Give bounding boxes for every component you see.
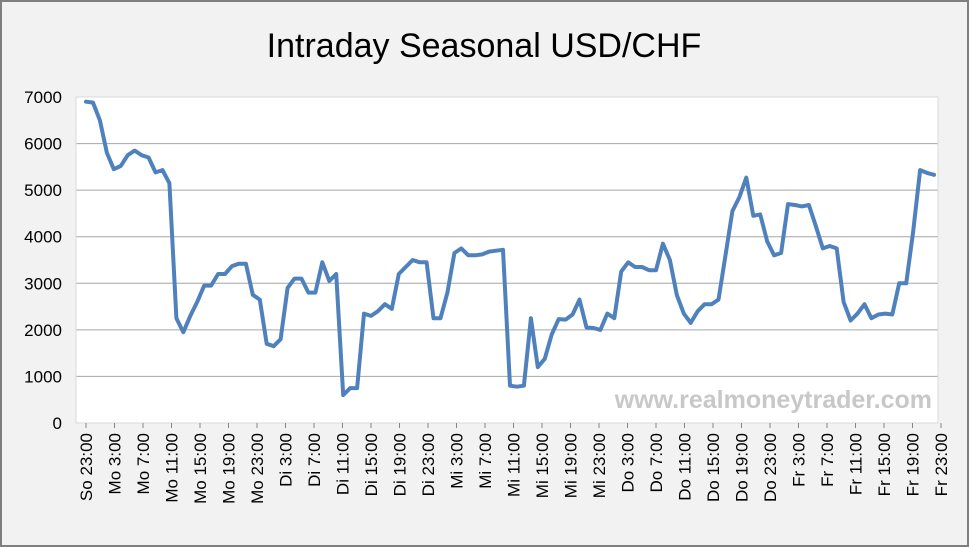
x-tick-label: Mo 23:00: [248, 433, 267, 504]
y-tick-label: 6000: [24, 135, 62, 154]
x-tick-label: Di 23:00: [419, 433, 438, 496]
x-tick-label: Mo 15:00: [191, 433, 210, 504]
chart-title: Intraday Seasonal USD/CHF: [267, 27, 702, 65]
x-tick-label: Do 23:00: [761, 433, 780, 502]
x-tick-label: Mi 11:00: [505, 433, 524, 497]
x-tick-label: Mi 15:00: [533, 433, 552, 498]
x-tick-label: Di 11:00: [334, 433, 353, 495]
x-tick-label: Di 3:00: [277, 433, 296, 487]
x-tick-label: Mo 7:00: [134, 433, 153, 494]
x-tick-label: Di 19:00: [391, 433, 410, 496]
x-tick-label: Fr 19:00: [904, 433, 923, 496]
plot-border: [75, 96, 939, 424]
x-tick-label: Mo 11:00: [163, 433, 182, 503]
series-line: [84, 99, 936, 398]
x-tick-label: Di 15:00: [362, 433, 381, 496]
x-tick-label: Mi 19:00: [562, 433, 581, 498]
x-axis-ticks: So 23:00 Mo 3:00 Mo 7:00 Mo 11:00 Mo 15:00 Mo…: [77, 423, 951, 504]
gridlines: [75, 96, 939, 424]
x-tick-label: Fr 11:00: [847, 433, 866, 495]
x-tick-label: Do 3:00: [619, 433, 638, 493]
x-tick-label: Do 7:00: [647, 433, 666, 493]
x-tick-label: Mi 23:00: [590, 433, 609, 498]
y-tick-label: 2000: [24, 321, 62, 340]
x-tick-label: Mi 3:00: [448, 433, 467, 489]
y-tick-label: 3000: [24, 274, 62, 293]
x-tick-label: Fr 23:00: [932, 433, 951, 496]
y-axis-ticks: 0 1000 2000 3000 4000 5000 6000 7000: [24, 88, 62, 433]
x-tick-label: Fr 3:00: [790, 433, 809, 487]
y-tick-label: 4000: [24, 228, 62, 247]
x-tick-label: Mo 3:00: [106, 433, 125, 494]
plot-area: [76, 97, 938, 423]
x-tick-label: Do 15:00: [704, 433, 723, 502]
y-tick-label: 0: [53, 414, 62, 433]
x-tick-label: Do 11:00: [676, 433, 695, 501]
y-tick-label: 7000: [24, 88, 62, 107]
x-tick-label: So 23:00: [77, 433, 96, 501]
y-tick-label: 5000: [24, 181, 62, 200]
x-tick-label: Fr 7:00: [818, 433, 837, 487]
y-tick-label: 1000: [24, 367, 62, 386]
x-tick-label: Do 19:00: [733, 433, 752, 502]
x-tick-label: Mo 19:00: [220, 433, 239, 504]
watermark-text: www.realmoneytrader.com: [614, 386, 932, 414]
x-tick-label: Mi 7:00: [476, 433, 495, 489]
x-tick-label: Fr 15:00: [875, 433, 894, 496]
x-tick-label: Di 7:00: [305, 433, 324, 487]
